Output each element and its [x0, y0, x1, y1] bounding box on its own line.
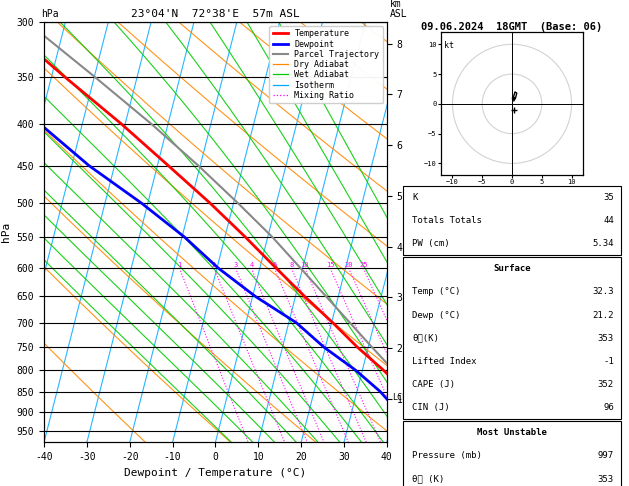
Text: K: K [413, 193, 418, 202]
Legend: Temperature, Dewpoint, Parcel Trajectory, Dry Adiabat, Wet Adiabat, Isotherm, Mi: Temperature, Dewpoint, Parcel Trajectory… [269, 26, 382, 103]
Text: -1: -1 [603, 357, 614, 366]
Bar [403, 186, 621, 255]
Text: 32.3: 32.3 [593, 288, 614, 296]
Text: θᴇ(K): θᴇ(K) [413, 334, 439, 343]
Text: Surface: Surface [493, 264, 531, 273]
Text: 5.34: 5.34 [593, 239, 614, 248]
Text: 8: 8 [289, 262, 294, 268]
Text: kt: kt [443, 41, 454, 51]
Text: 353: 353 [598, 334, 614, 343]
Text: 20: 20 [344, 262, 353, 268]
Text: 15: 15 [326, 262, 335, 268]
Text: 35: 35 [603, 193, 614, 202]
Text: 6: 6 [272, 262, 277, 268]
Text: 1: 1 [177, 262, 182, 268]
Text: Most Unstable: Most Unstable [477, 428, 547, 437]
Text: 23°04'N  72°38'E  57m ASL: 23°04'N 72°38'E 57m ASL [131, 9, 300, 19]
Text: Totals Totals: Totals Totals [413, 216, 482, 225]
Text: 4: 4 [249, 262, 253, 268]
Text: PW (cm): PW (cm) [413, 239, 450, 248]
Text: hPa: hPa [41, 9, 58, 19]
Text: 10: 10 [301, 262, 309, 268]
Bar [403, 257, 621, 419]
X-axis label: Dewpoint / Temperature (°C): Dewpoint / Temperature (°C) [125, 468, 306, 478]
Text: 44: 44 [603, 216, 614, 225]
Text: 96: 96 [603, 403, 614, 412]
Text: 3: 3 [233, 262, 238, 268]
Text: 2: 2 [212, 262, 216, 268]
Y-axis label: hPa: hPa [1, 222, 11, 242]
Text: km
ASL: km ASL [390, 0, 408, 19]
Text: LCL: LCL [392, 394, 408, 402]
Text: 997: 997 [598, 451, 614, 460]
Text: Pressure (mb): Pressure (mb) [413, 451, 482, 460]
Text: 09.06.2024  18GMT  (Base: 06): 09.06.2024 18GMT (Base: 06) [421, 22, 603, 32]
Text: Dewp (°C): Dewp (°C) [413, 311, 461, 320]
Text: CAPE (J): CAPE (J) [413, 380, 455, 389]
Text: 25: 25 [359, 262, 367, 268]
Text: CIN (J): CIN (J) [413, 403, 450, 412]
Text: 21.2: 21.2 [593, 311, 614, 320]
Text: 352: 352 [598, 380, 614, 389]
Bar [403, 421, 621, 486]
Text: © weatheronline.co.uk: © weatheronline.co.uk [460, 429, 564, 438]
Text: 353: 353 [598, 474, 614, 484]
Text: Lifted Index: Lifted Index [413, 357, 477, 366]
Text: θᴇ (K): θᴇ (K) [413, 474, 445, 484]
Text: Temp (°C): Temp (°C) [413, 288, 461, 296]
